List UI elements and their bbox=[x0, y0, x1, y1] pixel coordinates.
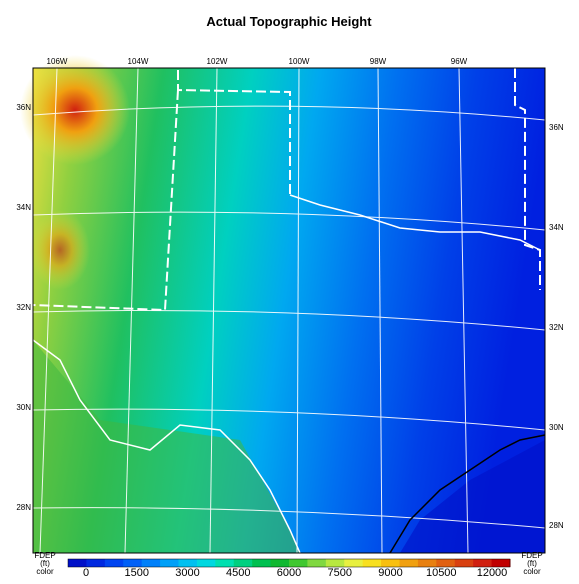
lat-labels-left: 36N 34N 32N 30N 28N bbox=[16, 103, 31, 512]
colorbar-swatch bbox=[104, 559, 124, 567]
colorbar-tick-label: 1500 bbox=[125, 567, 149, 579]
colorbar-swatch bbox=[196, 559, 216, 567]
lat-label: 32N bbox=[549, 323, 564, 332]
colorbar-swatch bbox=[123, 559, 143, 567]
colorbar-swatch bbox=[362, 559, 382, 567]
colorbar-unit: FDEP bbox=[34, 551, 55, 560]
colorbar-swatch bbox=[454, 559, 474, 567]
lon-label: 96W bbox=[451, 57, 468, 66]
colorbar-swatch bbox=[325, 559, 345, 567]
colorbar-unit: color bbox=[36, 567, 54, 576]
colorbar-tick-label: 6000 bbox=[277, 567, 301, 579]
colorbar-swatch bbox=[289, 559, 308, 567]
colorbar-swatch bbox=[307, 559, 327, 567]
colorbar-swatch bbox=[270, 559, 290, 567]
lon-label: 98W bbox=[370, 57, 387, 66]
lat-label: 28N bbox=[16, 503, 31, 512]
colorbar-tick-label: 9000 bbox=[378, 567, 402, 579]
lat-label: 32N bbox=[16, 303, 31, 312]
lon-label: 102W bbox=[207, 57, 228, 66]
colorbar-tick-label: 10500 bbox=[426, 567, 457, 579]
lon-label: 104W bbox=[128, 57, 149, 66]
colorbar-unit: (ft) bbox=[40, 559, 50, 568]
colorbar-swatch bbox=[141, 559, 161, 567]
lon-labels: 106W 104W 102W 100W 98W 96W bbox=[47, 57, 468, 66]
colorbar-swatch bbox=[178, 559, 198, 567]
colorbar-unit: (ft) bbox=[527, 559, 537, 568]
lat-label: 34N bbox=[549, 223, 564, 232]
lat-label: 28N bbox=[549, 521, 564, 530]
lat-label: 36N bbox=[549, 123, 564, 132]
lat-label: 34N bbox=[16, 203, 31, 212]
lat-labels-right: 36N 34N 32N 30N 28N bbox=[549, 123, 564, 530]
colorbar-unit: color bbox=[523, 567, 541, 576]
colorbar-swatch bbox=[436, 559, 456, 567]
colorbar-tick-label: 7500 bbox=[328, 567, 352, 579]
map bbox=[20, 55, 546, 554]
colorbar-tick-label: 0 bbox=[83, 567, 89, 579]
colorbar-swatch bbox=[344, 559, 364, 567]
colorbar-frame bbox=[67, 558, 511, 568]
colorbar-swatch bbox=[215, 559, 235, 567]
colorbar-swatch bbox=[160, 559, 179, 567]
title: Actual Topographic Height bbox=[206, 14, 372, 29]
colorbar-swatch bbox=[233, 559, 253, 567]
colorbar: 0 1500 3000 4500 6000 7500 9000 10500 12000FDEP(… bbox=[34, 551, 542, 579]
colorbar-swatch bbox=[491, 559, 511, 567]
lat-label: 36N bbox=[16, 103, 31, 112]
colorbar-tick-label: 12000 bbox=[477, 567, 508, 579]
colorbar-swatch bbox=[417, 559, 437, 567]
lat-label: 30N bbox=[549, 423, 564, 432]
lon-label: 100W bbox=[289, 57, 310, 66]
colorbar-swatch bbox=[252, 559, 272, 567]
colorbar-swatch bbox=[86, 559, 106, 567]
colorbar-swatch bbox=[68, 559, 87, 567]
colorbar-tick-label: 3000 bbox=[175, 567, 199, 579]
lat-label: 30N bbox=[16, 403, 31, 412]
colorbar-swatch bbox=[473, 559, 493, 567]
colorbar-unit: FDEP bbox=[521, 551, 542, 560]
colorbar-swatch bbox=[399, 559, 419, 567]
colorbar-tick-label: 4500 bbox=[226, 567, 250, 579]
colorbar-swatch bbox=[381, 559, 400, 567]
lon-label: 106W bbox=[47, 57, 68, 66]
